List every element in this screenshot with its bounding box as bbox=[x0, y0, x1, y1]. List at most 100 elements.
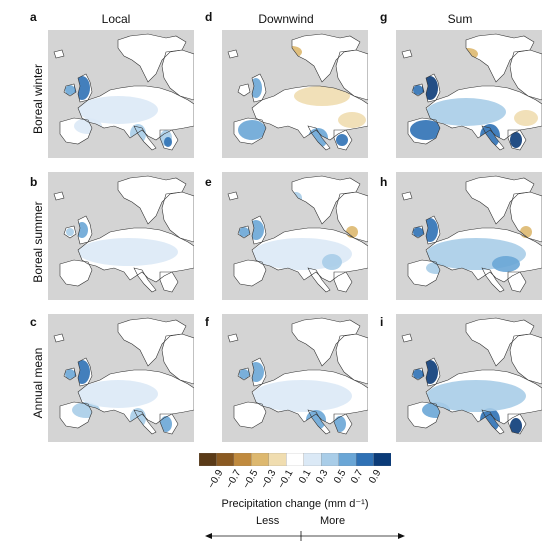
panel-letter-d: d bbox=[205, 10, 213, 24]
coastline bbox=[233, 259, 267, 287]
coastline bbox=[227, 191, 239, 201]
precip-anomaly-patch bbox=[336, 134, 348, 146]
colorbar-swatch bbox=[373, 452, 392, 467]
coastline bbox=[407, 401, 441, 429]
colorbar-title: Precipitation change (mm d⁻¹) bbox=[221, 498, 369, 510]
colorbar-swatch bbox=[251, 452, 270, 467]
map-sum-summer bbox=[396, 172, 542, 300]
coastline bbox=[133, 409, 157, 435]
land-region bbox=[228, 334, 238, 342]
precip-anomaly-patch bbox=[413, 227, 423, 237]
map-downwind-summer-svg bbox=[222, 172, 368, 300]
colorbar-swatch bbox=[303, 452, 322, 467]
coastline bbox=[237, 367, 251, 381]
coastline bbox=[133, 125, 157, 151]
less-label: Less bbox=[256, 515, 280, 527]
map-local-summer-svg bbox=[48, 172, 194, 300]
land-region bbox=[54, 334, 64, 342]
column-title-sum: Sum bbox=[447, 12, 473, 26]
coastline bbox=[77, 357, 93, 387]
precip-anomaly-patch bbox=[252, 380, 352, 412]
land-region bbox=[508, 272, 526, 292]
panel-letter-c: c bbox=[30, 315, 37, 329]
land-region bbox=[234, 402, 266, 428]
land-region bbox=[238, 84, 250, 96]
map-downwind-annual-svg bbox=[222, 314, 368, 442]
precip-anomaly-patch bbox=[426, 380, 526, 412]
coastline bbox=[411, 225, 425, 239]
map-local-winter bbox=[48, 30, 194, 158]
precip-anomaly-patch bbox=[510, 418, 522, 434]
coastline bbox=[237, 83, 251, 97]
precip-anomaly-patch bbox=[334, 416, 346, 432]
coastline bbox=[251, 73, 267, 103]
precip-anomaly-patch bbox=[78, 96, 158, 124]
colorbar-ticks: −0.9 −0.7 −0.5 −0.3 −0.1 0.1 0.3 0.5 0.7 0.9 bbox=[199, 466, 391, 496]
precip-anomaly-patch bbox=[410, 120, 442, 140]
panel-letter-e: e bbox=[205, 175, 212, 189]
coastline bbox=[59, 401, 93, 429]
precip-anomaly-patch bbox=[66, 228, 74, 236]
map-downwind-winter-svg bbox=[222, 30, 368, 158]
coastline bbox=[407, 259, 441, 287]
map-sum-annual-svg bbox=[396, 314, 542, 442]
land-region bbox=[292, 318, 360, 366]
map-sum-winter bbox=[396, 30, 542, 158]
coastline bbox=[411, 83, 425, 97]
coastline bbox=[481, 267, 505, 293]
land-region bbox=[54, 192, 64, 200]
coastline bbox=[63, 367, 77, 381]
colorbar-swatch bbox=[268, 452, 287, 467]
coastline bbox=[227, 333, 239, 343]
coastline bbox=[53, 49, 65, 59]
coastline bbox=[291, 33, 361, 83]
map-local-annual-svg bbox=[48, 314, 194, 442]
map-local-winter-svg bbox=[48, 30, 194, 158]
column-title-local: Local bbox=[101, 12, 131, 26]
coastline bbox=[53, 191, 65, 201]
colorbar-swatch bbox=[355, 452, 374, 467]
coastline bbox=[333, 413, 353, 435]
coastline bbox=[159, 129, 179, 151]
land-region bbox=[118, 34, 186, 82]
coastline bbox=[507, 129, 527, 151]
panel-letter-g: g bbox=[380, 10, 388, 24]
coastline bbox=[401, 191, 413, 201]
precip-anomaly-patch bbox=[164, 137, 172, 147]
precip-anomaly-patch bbox=[78, 238, 178, 266]
map-local-annual bbox=[48, 314, 194, 442]
coastline bbox=[507, 413, 527, 435]
coastline bbox=[307, 125, 331, 151]
coastline bbox=[465, 33, 535, 83]
land-region bbox=[466, 34, 534, 82]
land-region bbox=[118, 318, 186, 366]
coastline bbox=[59, 117, 93, 145]
precip-anomaly-patch bbox=[514, 110, 538, 126]
map-sum-summer-svg bbox=[396, 172, 542, 300]
coastline bbox=[401, 49, 413, 59]
land-region bbox=[466, 176, 534, 224]
panel-letter-h: h bbox=[380, 175, 388, 189]
land-region bbox=[234, 260, 266, 286]
coastline bbox=[251, 357, 267, 387]
precip-anomaly-patch bbox=[413, 85, 423, 95]
land-region bbox=[118, 176, 186, 224]
precip-anomaly-patch bbox=[510, 132, 522, 148]
coastline bbox=[407, 117, 441, 145]
coastline bbox=[227, 49, 239, 59]
land-region bbox=[60, 260, 92, 286]
coastline bbox=[251, 215, 267, 245]
land-region bbox=[292, 176, 360, 224]
precip-anomaly-patch bbox=[65, 369, 75, 379]
coastline bbox=[117, 33, 187, 83]
coastline bbox=[53, 333, 65, 343]
land-region bbox=[402, 50, 412, 58]
coastline bbox=[465, 175, 535, 225]
coastline bbox=[117, 175, 187, 225]
panel-letter-f: f bbox=[205, 315, 209, 329]
coastline bbox=[425, 215, 441, 245]
colorbar-swatches bbox=[198, 452, 392, 467]
map-local-summer bbox=[48, 172, 194, 300]
coastline bbox=[401, 333, 413, 343]
colorbar-swatch bbox=[233, 452, 252, 467]
